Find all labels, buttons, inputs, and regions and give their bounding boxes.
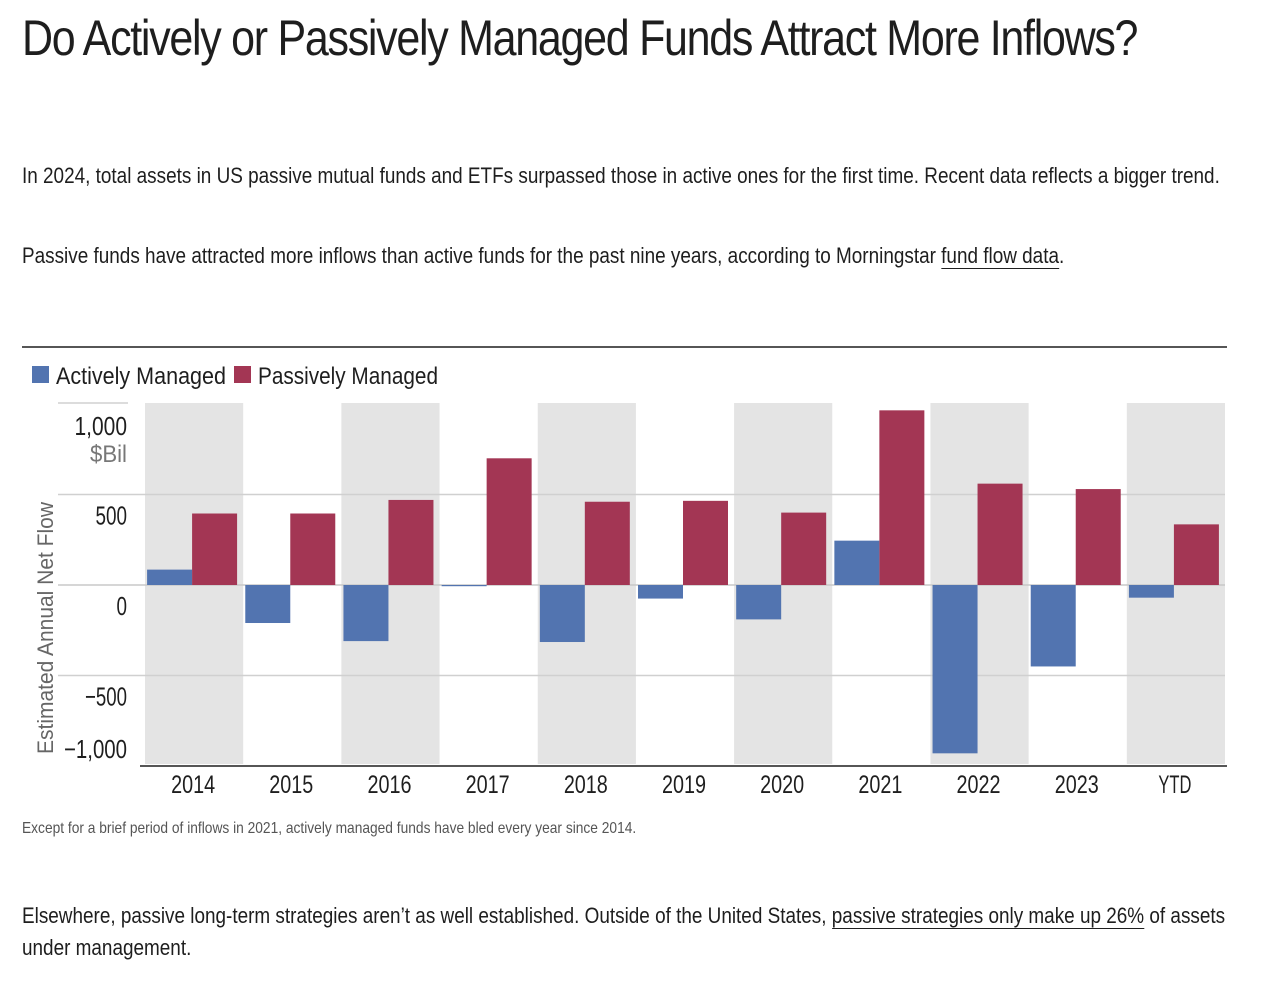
intro-paragraph: In 2024, total assets in US passive mutu… — [22, 163, 1220, 188]
bar-active-2021 — [834, 540, 880, 585]
bar-passive-YTD — [1173, 524, 1219, 585]
x-tick-label-2020: 2020 — [760, 771, 804, 799]
bar-passive-2019 — [683, 500, 728, 585]
x-tick-label-2018: 2018 — [564, 771, 608, 799]
flow-paragraph: Passive funds have attracted more inflow… — [22, 240, 1226, 272]
legend-label-passive: Passively Managed — [258, 363, 438, 390]
y-tick-label: 1,000 — [75, 411, 128, 441]
bar-active-YTD — [1128, 585, 1174, 598]
bar-passive-2014 — [192, 513, 238, 585]
bar-active-2018 — [539, 585, 585, 643]
y-axis-title: Estimated Annual Net Flow — [33, 502, 58, 754]
elsewhere-paragraph-text: Elsewhere, passive long-term strategies … — [22, 903, 832, 928]
legend-swatch-passive — [234, 366, 251, 383]
bar-active-2016 — [343, 585, 389, 642]
passive-strategies-link[interactable]: passive strategies only make up 26% — [831, 903, 1145, 929]
bar-passive-2022 — [977, 483, 1023, 585]
y-tick-label: −1,000 — [64, 734, 127, 764]
bar-passive-2021 — [879, 410, 925, 585]
flow-paragraph-end: . — [1058, 243, 1065, 268]
bar-active-2020 — [736, 585, 782, 620]
bar-active-2015 — [245, 585, 291, 624]
y-tick-label: 0 — [117, 591, 128, 621]
bar-active-2014 — [147, 569, 193, 585]
bar-active-2023 — [1030, 585, 1076, 667]
bar-active-2022 — [932, 585, 978, 754]
y-unit-label: $Bil — [90, 441, 127, 468]
x-tick-label-2017: 2017 — [466, 771, 510, 799]
x-tick-label-2014: 2014 — [171, 771, 215, 799]
legend-swatch-active — [32, 366, 49, 383]
y-tick-label: −500 — [85, 682, 127, 712]
x-tick-label-2015: 2015 — [269, 771, 313, 799]
x-tick-label-2016: 2016 — [367, 771, 411, 799]
x-tick-label-2019: 2019 — [662, 771, 706, 799]
flow-paragraph-text: Passive funds have attracted more inflow… — [22, 243, 942, 268]
x-tick-label-YTD: YTD — [1158, 771, 1191, 799]
y-tick-label: 500 — [96, 501, 128, 531]
bar-active-2017 — [441, 585, 487, 587]
bar-passive-2017 — [486, 458, 532, 585]
x-tick-label-2022: 2022 — [957, 771, 1001, 799]
chart-caption: Except for a brief period of inflows in … — [22, 820, 637, 837]
bar-passive-2015 — [290, 513, 336, 585]
bar-active-2019 — [638, 585, 683, 599]
fund-flow-chart: Actively Managed Passively Managed 1,000 50… — [22, 346, 1227, 799]
x-tick-label-2023: 2023 — [1055, 771, 1099, 799]
elsewhere-paragraph: Elsewhere, passive long-term strategies … — [22, 900, 1226, 964]
bar-passive-2023 — [1075, 489, 1121, 585]
page-title: Do Actively or Passively Managed Funds A… — [22, 10, 1138, 66]
elsewhere-paragraph-end: of assets under management. — [22, 903, 1226, 960]
bar-passive-2016 — [388, 499, 434, 585]
x-tick-label-2021: 2021 — [858, 771, 902, 799]
bar-passive-2020 — [781, 512, 827, 585]
fund-flow-data-link[interactable]: fund flow data — [941, 243, 1059, 269]
legend-label-active: Actively Managed — [56, 363, 226, 390]
bar-passive-2018 — [584, 501, 630, 585]
